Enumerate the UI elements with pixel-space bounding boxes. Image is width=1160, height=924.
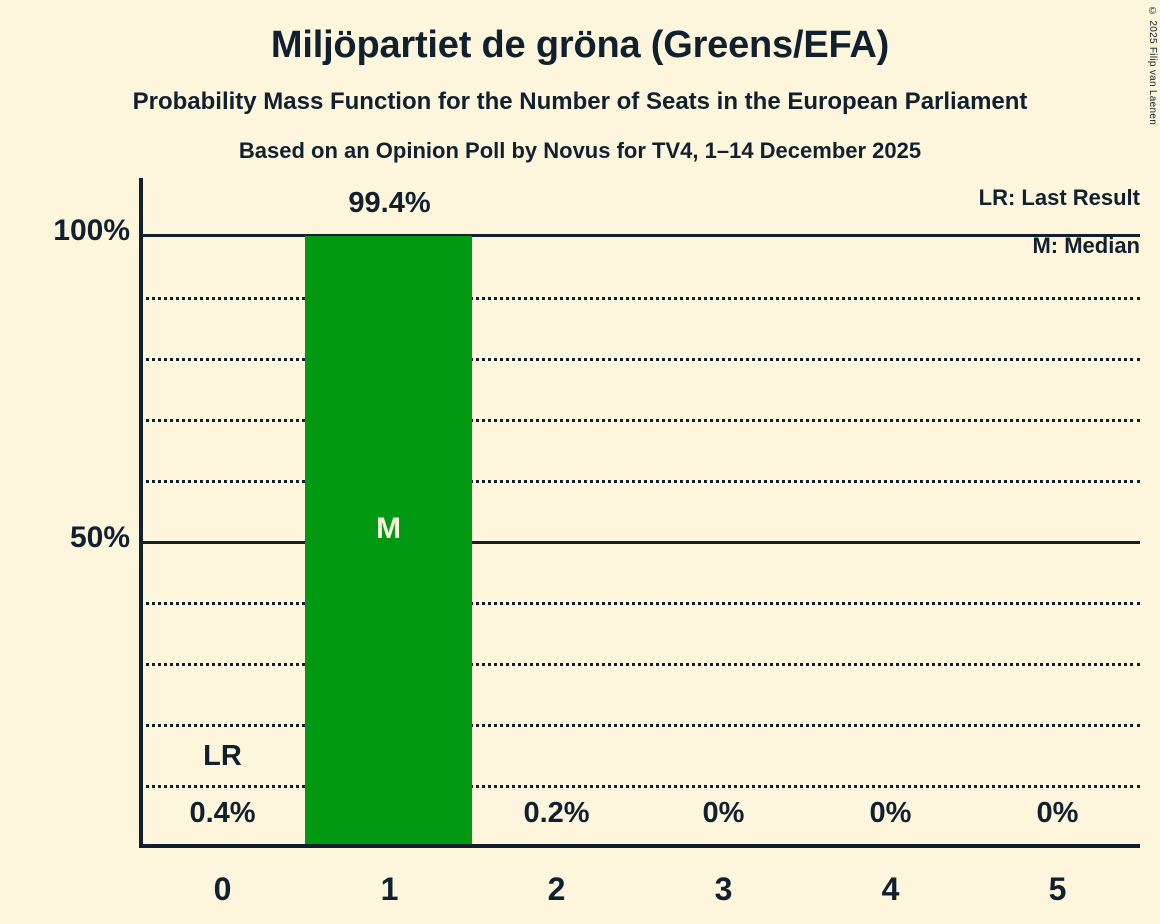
gridline-30 [139,663,1140,666]
gridline-90 [139,297,1140,300]
y-axis-line [139,178,143,848]
gridline-60 [139,480,1140,483]
last-result-marker: LR [203,740,242,772]
value-label-seat-4: 0% [869,797,912,829]
xtick-label-3: 3 [714,871,733,907]
gridline-80 [139,358,1140,361]
gridline-100 [139,234,1140,237]
legend-last-result: LR: Last Result [978,185,1140,210]
xtick-label-4: 4 [881,871,900,907]
ytick-label-100: 100% [53,214,130,247]
ytick-label-50: 50% [69,521,130,554]
xtick-label-1: 1 [380,871,399,907]
value-label-seat-5: 0% [1036,797,1079,829]
chart-title: Miljöpartiet de gröna (Greens/EFA) [270,24,890,66]
legend-median: M: Median [1032,233,1140,258]
copyright-notice: © 2025 Filip van Laenen [1147,6,1158,126]
chart-subtitle-primary: Probability Mass Function for the Number… [132,88,1028,115]
chart-subtitle-source: Based on an Opinion Poll by Novus for TV… [238,138,922,163]
median-marker: M [376,512,401,545]
xtick-label-0: 0 [213,871,232,907]
plot-area: M [139,178,1140,848]
x-axis-line [139,844,1140,848]
value-label-seat-3: 0% [702,797,745,829]
gridline-70 [139,419,1140,422]
gridline-20 [139,724,1140,727]
value-label-seat-0: 0.4% [189,797,256,829]
xtick-label-5: 5 [1048,871,1067,907]
gridline-10 [139,785,1140,788]
value-label-seat-2: 0.2% [523,797,590,829]
gridline-50 [139,541,1140,544]
gridline-40 [139,602,1140,605]
xtick-label-2: 2 [547,871,566,907]
value-label-seat-1: 99.4% [348,187,431,219]
bar-seat-1[interactable]: M [305,236,472,844]
